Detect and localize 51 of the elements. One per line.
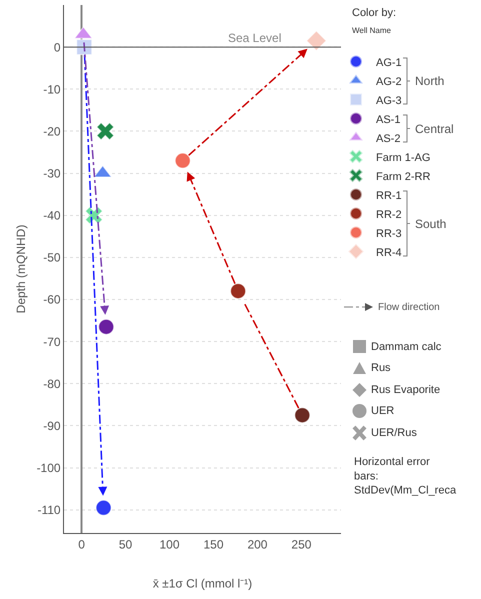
text: Rus Evaporite: [371, 384, 440, 396]
legend-label: AG-1: [376, 56, 402, 69]
y-tick-label: -50: [43, 250, 61, 265]
legend-label: RR-1: [376, 190, 402, 202]
text: Rus: [371, 362, 392, 374]
text: Dammam calc: [371, 341, 442, 353]
legend-label: AG-3: [376, 94, 402, 107]
point: [174, 152, 191, 169]
legend-label: AS-1: [376, 114, 400, 126]
legend-label: RR-4: [376, 246, 402, 259]
x-tick-label: 100: [160, 537, 180, 552]
x-tick-label: 0: [78, 537, 86, 552]
y-tick-label: -80: [43, 376, 61, 391]
y-tick-label: -60: [43, 292, 61, 307]
x-tick-label: 250: [291, 537, 312, 552]
x-tick-label: 150: [203, 537, 224, 552]
point: [96, 122, 114, 140]
text: Horizontal error bars: StdDev(Mm_Cl_reca: [354, 456, 457, 497]
y-tick-label: -100: [36, 460, 61, 475]
legend-label: RR-3: [376, 228, 402, 240]
y-tick-label: -40: [43, 208, 61, 223]
legend-label: Farm 2-RR: [376, 170, 430, 183]
y-tick-label: 0: [54, 40, 61, 54]
text: Well Name: [352, 26, 392, 35]
point: [98, 318, 114, 335]
legend-label: AS-2: [376, 132, 400, 145]
text: North: [415, 74, 444, 88]
point: [96, 500, 112, 516]
y-tick-label: -10: [43, 82, 61, 96]
x-tick-label: 50: [118, 537, 133, 552]
legend-title: Color by:: [352, 7, 396, 19]
text: Central: [415, 122, 454, 136]
text: Flow direction: [378, 302, 440, 313]
legend-label: RR-2: [376, 208, 402, 221]
point: [294, 407, 310, 424]
text: UER: [371, 405, 394, 417]
y-tick-label: -70: [43, 334, 61, 349]
legend-label: AG-2: [376, 76, 402, 88]
point: [306, 30, 327, 52]
y-tick-label: -20: [43, 124, 61, 138]
legend-label: Farm 1-AG: [376, 152, 430, 164]
y-tick-label: -110: [37, 503, 61, 518]
x-axis-title: x̄ ±1σ Cl (mmol l⁻¹): [152, 576, 252, 590]
y-tick-label: -30: [43, 166, 61, 180]
y-tick-label: -90: [43, 418, 61, 433]
y-axis-title: Depth (mQNHD): [14, 224, 28, 314]
ref-line-label: Sea Level: [228, 31, 282, 45]
x-tick-label: 200: [247, 537, 268, 552]
point: [230, 283, 246, 300]
text: South: [415, 217, 446, 231]
text: UER/Rus: [371, 427, 418, 439]
